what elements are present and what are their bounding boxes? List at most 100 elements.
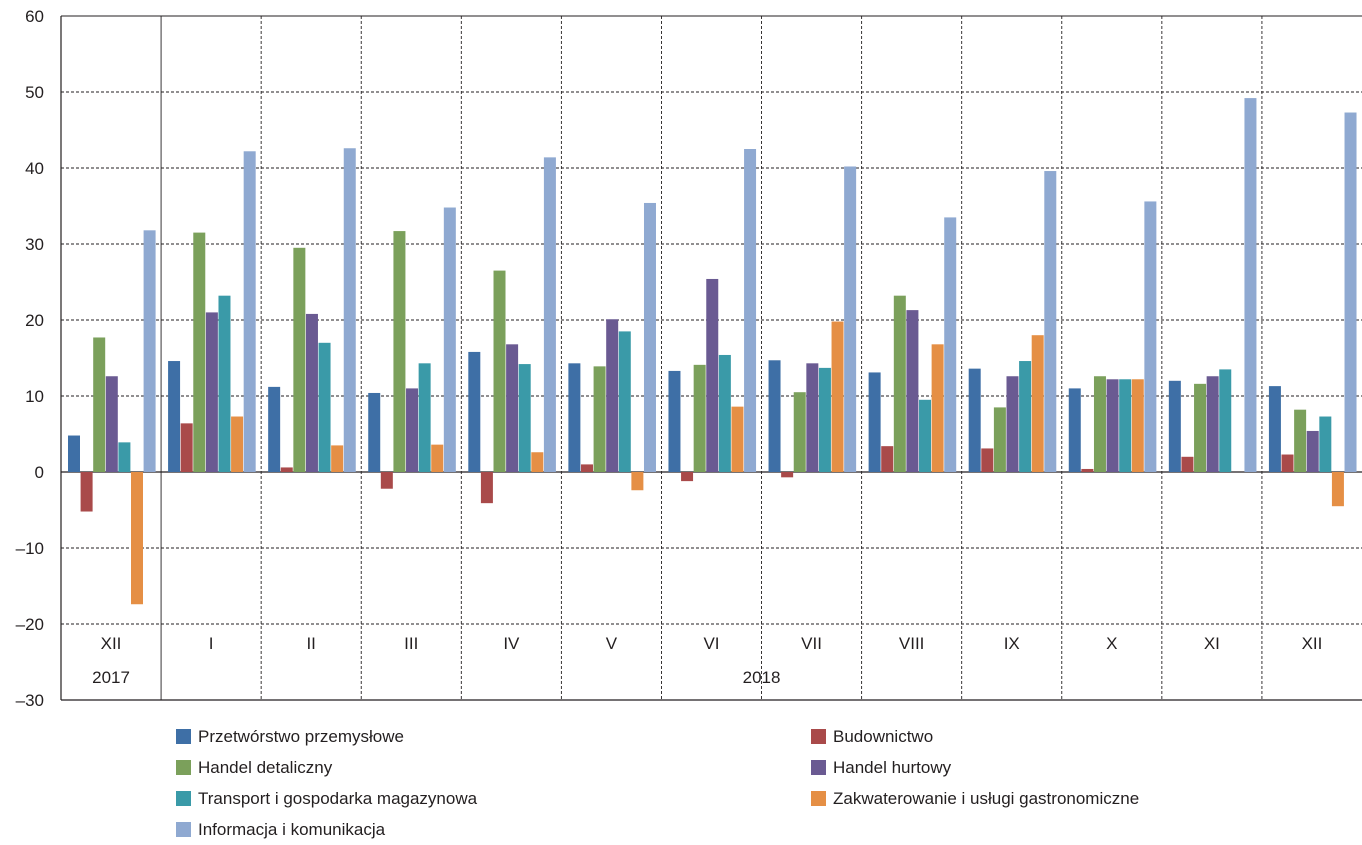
bar <box>1344 112 1357 473</box>
bar <box>844 166 857 473</box>
bar <box>881 446 894 472</box>
bar <box>1181 456 1194 472</box>
bar <box>105 376 118 472</box>
bar <box>781 472 794 478</box>
bar <box>1319 416 1332 472</box>
legend-label: Transport i gospodarka magazynowa <box>198 789 478 808</box>
x-tick-label: IV <box>503 634 520 653</box>
bar <box>305 313 318 472</box>
bar <box>318 342 331 472</box>
bar <box>231 416 244 472</box>
bar <box>693 364 706 472</box>
y-tick-label: –20 <box>16 615 44 634</box>
bar <box>243 151 256 472</box>
year-label: 2018 <box>743 668 781 687</box>
bar <box>1206 376 1219 472</box>
y-tick-label: 10 <box>25 387 44 406</box>
bar <box>1331 472 1344 507</box>
bar <box>1081 468 1094 472</box>
y-tick-label: 20 <box>25 311 44 330</box>
bar <box>919 399 932 472</box>
legend-swatch <box>176 729 191 744</box>
bar <box>981 448 994 472</box>
x-tick-label: VII <box>801 634 822 653</box>
legend-swatch <box>811 791 826 806</box>
bar <box>1281 454 1294 472</box>
bar <box>143 230 156 472</box>
bar <box>1006 376 1019 472</box>
bar <box>431 444 444 472</box>
bar <box>893 295 906 472</box>
bar <box>1219 369 1232 472</box>
bar <box>793 392 806 472</box>
bar <box>280 467 293 472</box>
bar <box>393 231 406 472</box>
bars <box>68 98 1357 605</box>
bar <box>1044 171 1057 473</box>
bar <box>543 157 556 473</box>
x-tick-label: XII <box>101 634 122 653</box>
y-tick-label: 30 <box>25 235 44 254</box>
y-tick-label: 0 <box>35 463 44 482</box>
bar <box>1093 376 1106 472</box>
legend-label: Informacja i komunikacja <box>198 820 386 839</box>
year-label: 2017 <box>92 668 130 687</box>
legend-swatch <box>176 791 191 806</box>
bar <box>668 370 681 472</box>
legend-label: Zakwaterowanie i usługi gastronomiczne <box>833 789 1139 808</box>
bar <box>731 406 744 472</box>
bar <box>606 319 619 472</box>
y-tick-label: 60 <box>25 7 44 26</box>
bar <box>1131 379 1144 472</box>
bar <box>180 423 193 472</box>
bar <box>80 472 93 512</box>
bar <box>1068 388 1081 472</box>
legend-swatch <box>176 822 191 837</box>
bar <box>1168 380 1181 472</box>
bar <box>718 354 731 472</box>
bar <box>993 407 1006 472</box>
x-tick-label: II <box>306 634 315 653</box>
bar <box>818 367 831 472</box>
bar <box>1019 361 1032 472</box>
bar <box>906 310 919 472</box>
bar <box>944 217 957 472</box>
legend-swatch <box>811 729 826 744</box>
x-tick-label: XI <box>1204 634 1220 653</box>
bar <box>468 351 481 472</box>
bar <box>1119 379 1132 472</box>
bar <box>1194 383 1207 472</box>
bar <box>1144 201 1157 472</box>
bar <box>868 372 881 472</box>
x-tick-label: X <box>1106 634 1117 653</box>
bar <box>380 472 393 489</box>
y-tick-label: 40 <box>25 159 44 178</box>
legend-swatch <box>176 760 191 775</box>
bar <box>205 312 218 472</box>
bar <box>418 363 431 472</box>
legend: Przetwórstwo przemysłowe Budownictwo Hande… <box>176 727 1139 839</box>
bar <box>768 360 781 472</box>
x-tick-label: VIII <box>899 634 925 653</box>
bar <box>681 472 694 482</box>
bar <box>118 442 131 472</box>
bar <box>968 368 981 472</box>
bar <box>1294 409 1307 472</box>
bar <box>193 232 206 472</box>
bar <box>706 278 719 472</box>
bar <box>631 472 644 491</box>
x-tick-label: V <box>606 634 618 653</box>
bar <box>343 148 356 473</box>
bar <box>168 361 181 472</box>
bar <box>131 472 143 605</box>
legend-label: Budownictwo <box>833 727 933 746</box>
bar <box>268 386 281 472</box>
bar <box>506 344 519 472</box>
bar <box>93 337 106 472</box>
y-tick-label: 50 <box>25 83 44 102</box>
bar <box>1268 386 1281 472</box>
bar <box>480 472 493 504</box>
bar <box>831 321 844 472</box>
